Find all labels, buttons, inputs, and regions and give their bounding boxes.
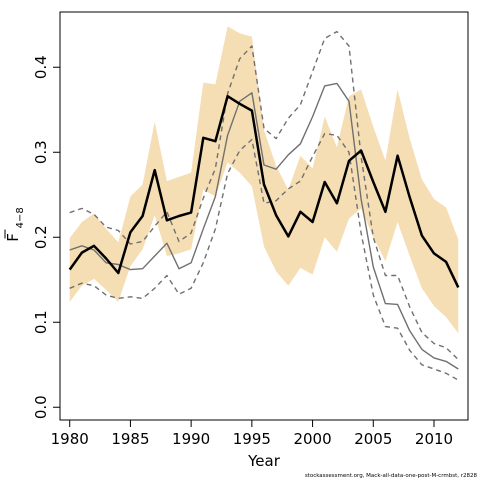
y-axis-title-main: F (4, 233, 22, 242)
y-axis-title: F 4−8 (4, 207, 26, 242)
y-tick-label: 0.1 (32, 310, 50, 334)
series-secondary-upper-line (69, 30, 459, 361)
y-axis-title-subscript: 4−8 (15, 207, 26, 228)
y-axis: 0.0 0.1 0.2 0.3 0.4 (32, 55, 60, 419)
x-tick-label: 1990 (172, 430, 210, 448)
x-axis-title: Year (247, 452, 281, 470)
x-tick-label: 2000 (293, 430, 331, 448)
footer-credit: stockassessment.org, Mack-all-data-one-p… (305, 473, 478, 479)
x-tick-label: 2005 (354, 430, 392, 448)
x-tick-label: 1995 (233, 430, 271, 448)
y-tick-label: 0.0 (32, 395, 50, 419)
y-tick-label: 0.2 (32, 225, 50, 249)
series-main-line (68, 94, 460, 288)
plot-frame (59, 11, 469, 421)
x-tick-label: 2010 (415, 430, 453, 448)
series-secondary-line (69, 82, 459, 370)
y-tick-label: 0.3 (32, 140, 50, 164)
x-axis: 1980 1985 1990 1995 2000 2005 2010 (51, 420, 453, 448)
x-tick-label: 1980 (51, 430, 89, 448)
y-tick-label: 0.4 (32, 55, 50, 79)
x-tick-label: 1985 (111, 430, 149, 448)
series-lines (68, 30, 460, 381)
svg-text:F 4−8: F 4−8 (4, 207, 26, 242)
